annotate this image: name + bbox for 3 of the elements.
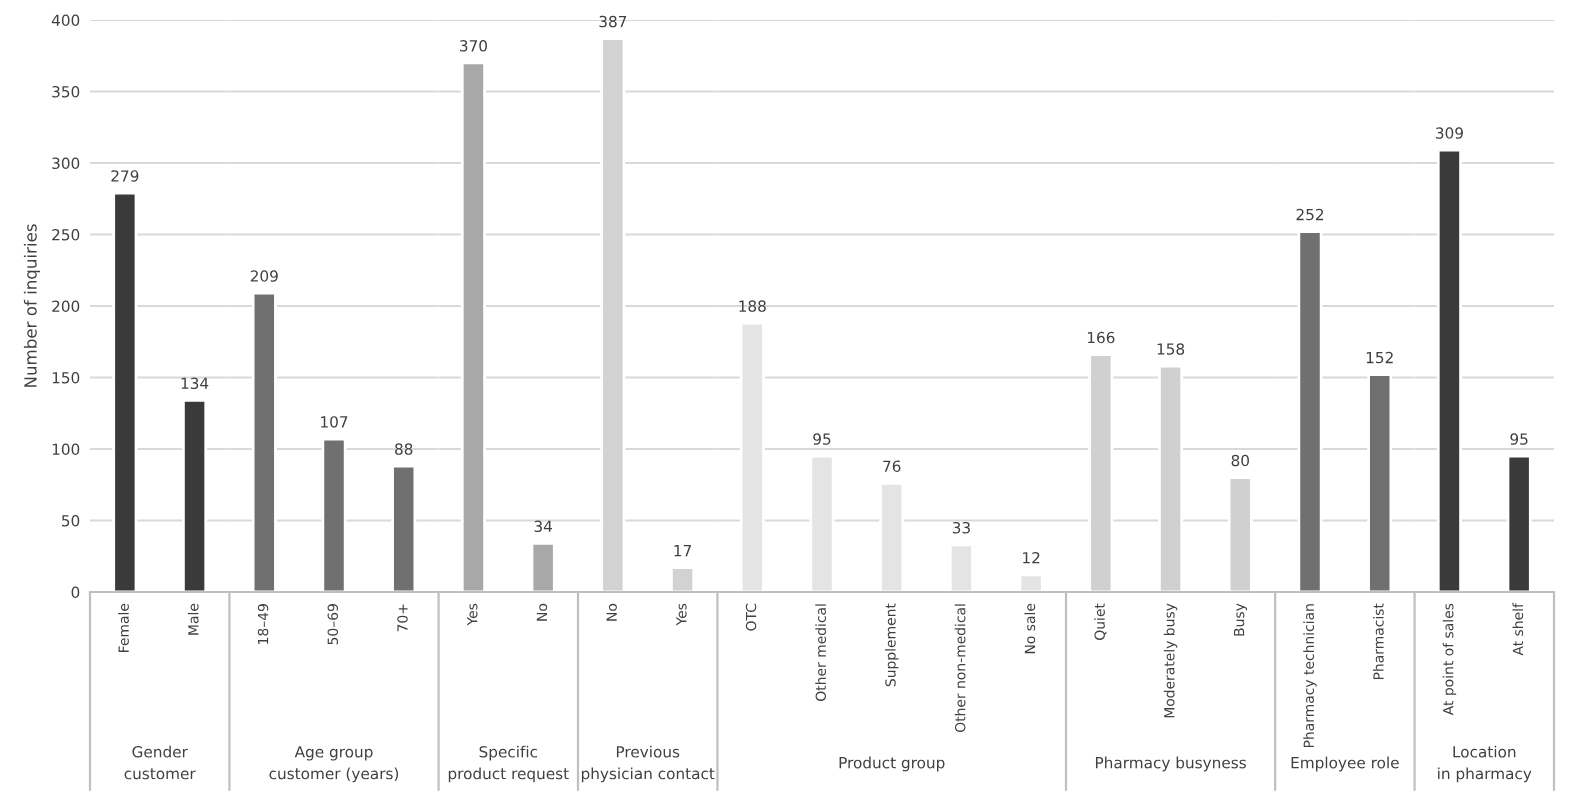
bar [948,543,974,592]
bar [1018,573,1044,592]
y-axis-title: Number of inquiries [23,224,41,387]
